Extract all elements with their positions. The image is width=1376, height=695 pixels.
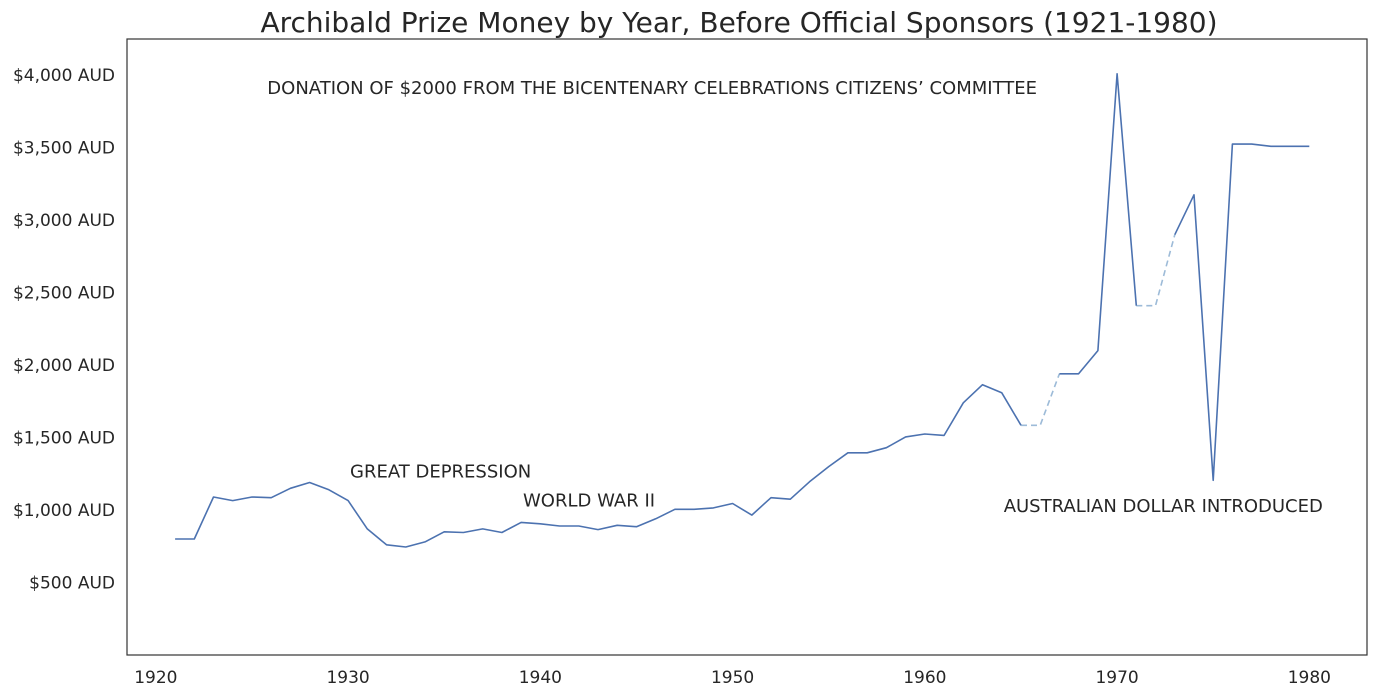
- y-tick-label: $2,500 AUD: [13, 284, 115, 304]
- y-axis: $500 AUD $1,000 AUD $1,500 AUD $2,000 AUD $2…: [13, 66, 115, 593]
- data-lines: [175, 73, 1310, 548]
- x-tick-label: 1950: [711, 668, 754, 688]
- y-tick-label: $4,000 AUD: [13, 66, 115, 86]
- y-tick-label: $3,500 AUD: [13, 139, 115, 159]
- x-tick-label: 1980: [1288, 668, 1331, 688]
- y-tick-label: $3,000 AUD: [13, 211, 115, 231]
- prize-money-line: [1174, 143, 1310, 482]
- annotation-label: WORLD WAR II: [523, 490, 655, 511]
- x-axis: 1920 1930 1940 1950 1960 1970 1980: [134, 668, 1331, 688]
- interpolated-line-segment: [1021, 373, 1061, 427]
- x-tick-label: 1930: [326, 668, 369, 688]
- annotation-label: AUSTRALIAN DOLLAR INTRODUCED: [1004, 496, 1323, 517]
- y-tick-label: $1,500 AUD: [13, 429, 115, 449]
- interpolated-line-segment: [1136, 234, 1176, 307]
- x-tick-label: 1970: [1095, 668, 1138, 688]
- x-tick-label: 1920: [134, 668, 177, 688]
- annotation-label: DONATION OF $2000 FROM THE BICENTENARY C…: [267, 78, 1037, 99]
- y-tick-label: $500 AUD: [29, 574, 115, 594]
- y-tick-label: $2,000 AUD: [13, 356, 115, 376]
- annotation-label: GREAT DEPRESSION: [350, 461, 531, 482]
- y-tick-label: $1,000 AUD: [13, 501, 115, 521]
- chart-title: Archibald Prize Money by Year, Before Of…: [260, 6, 1217, 39]
- x-tick-label: 1940: [519, 668, 562, 688]
- x-tick-label: 1960: [903, 668, 946, 688]
- prize-money-line: [175, 383, 1022, 548]
- annotations: DONATION OF $2000 FROM THE BICENTENARY C…: [267, 78, 1323, 517]
- prize-money-line: [1059, 73, 1138, 375]
- plot-area-frame: [126, 38, 1368, 656]
